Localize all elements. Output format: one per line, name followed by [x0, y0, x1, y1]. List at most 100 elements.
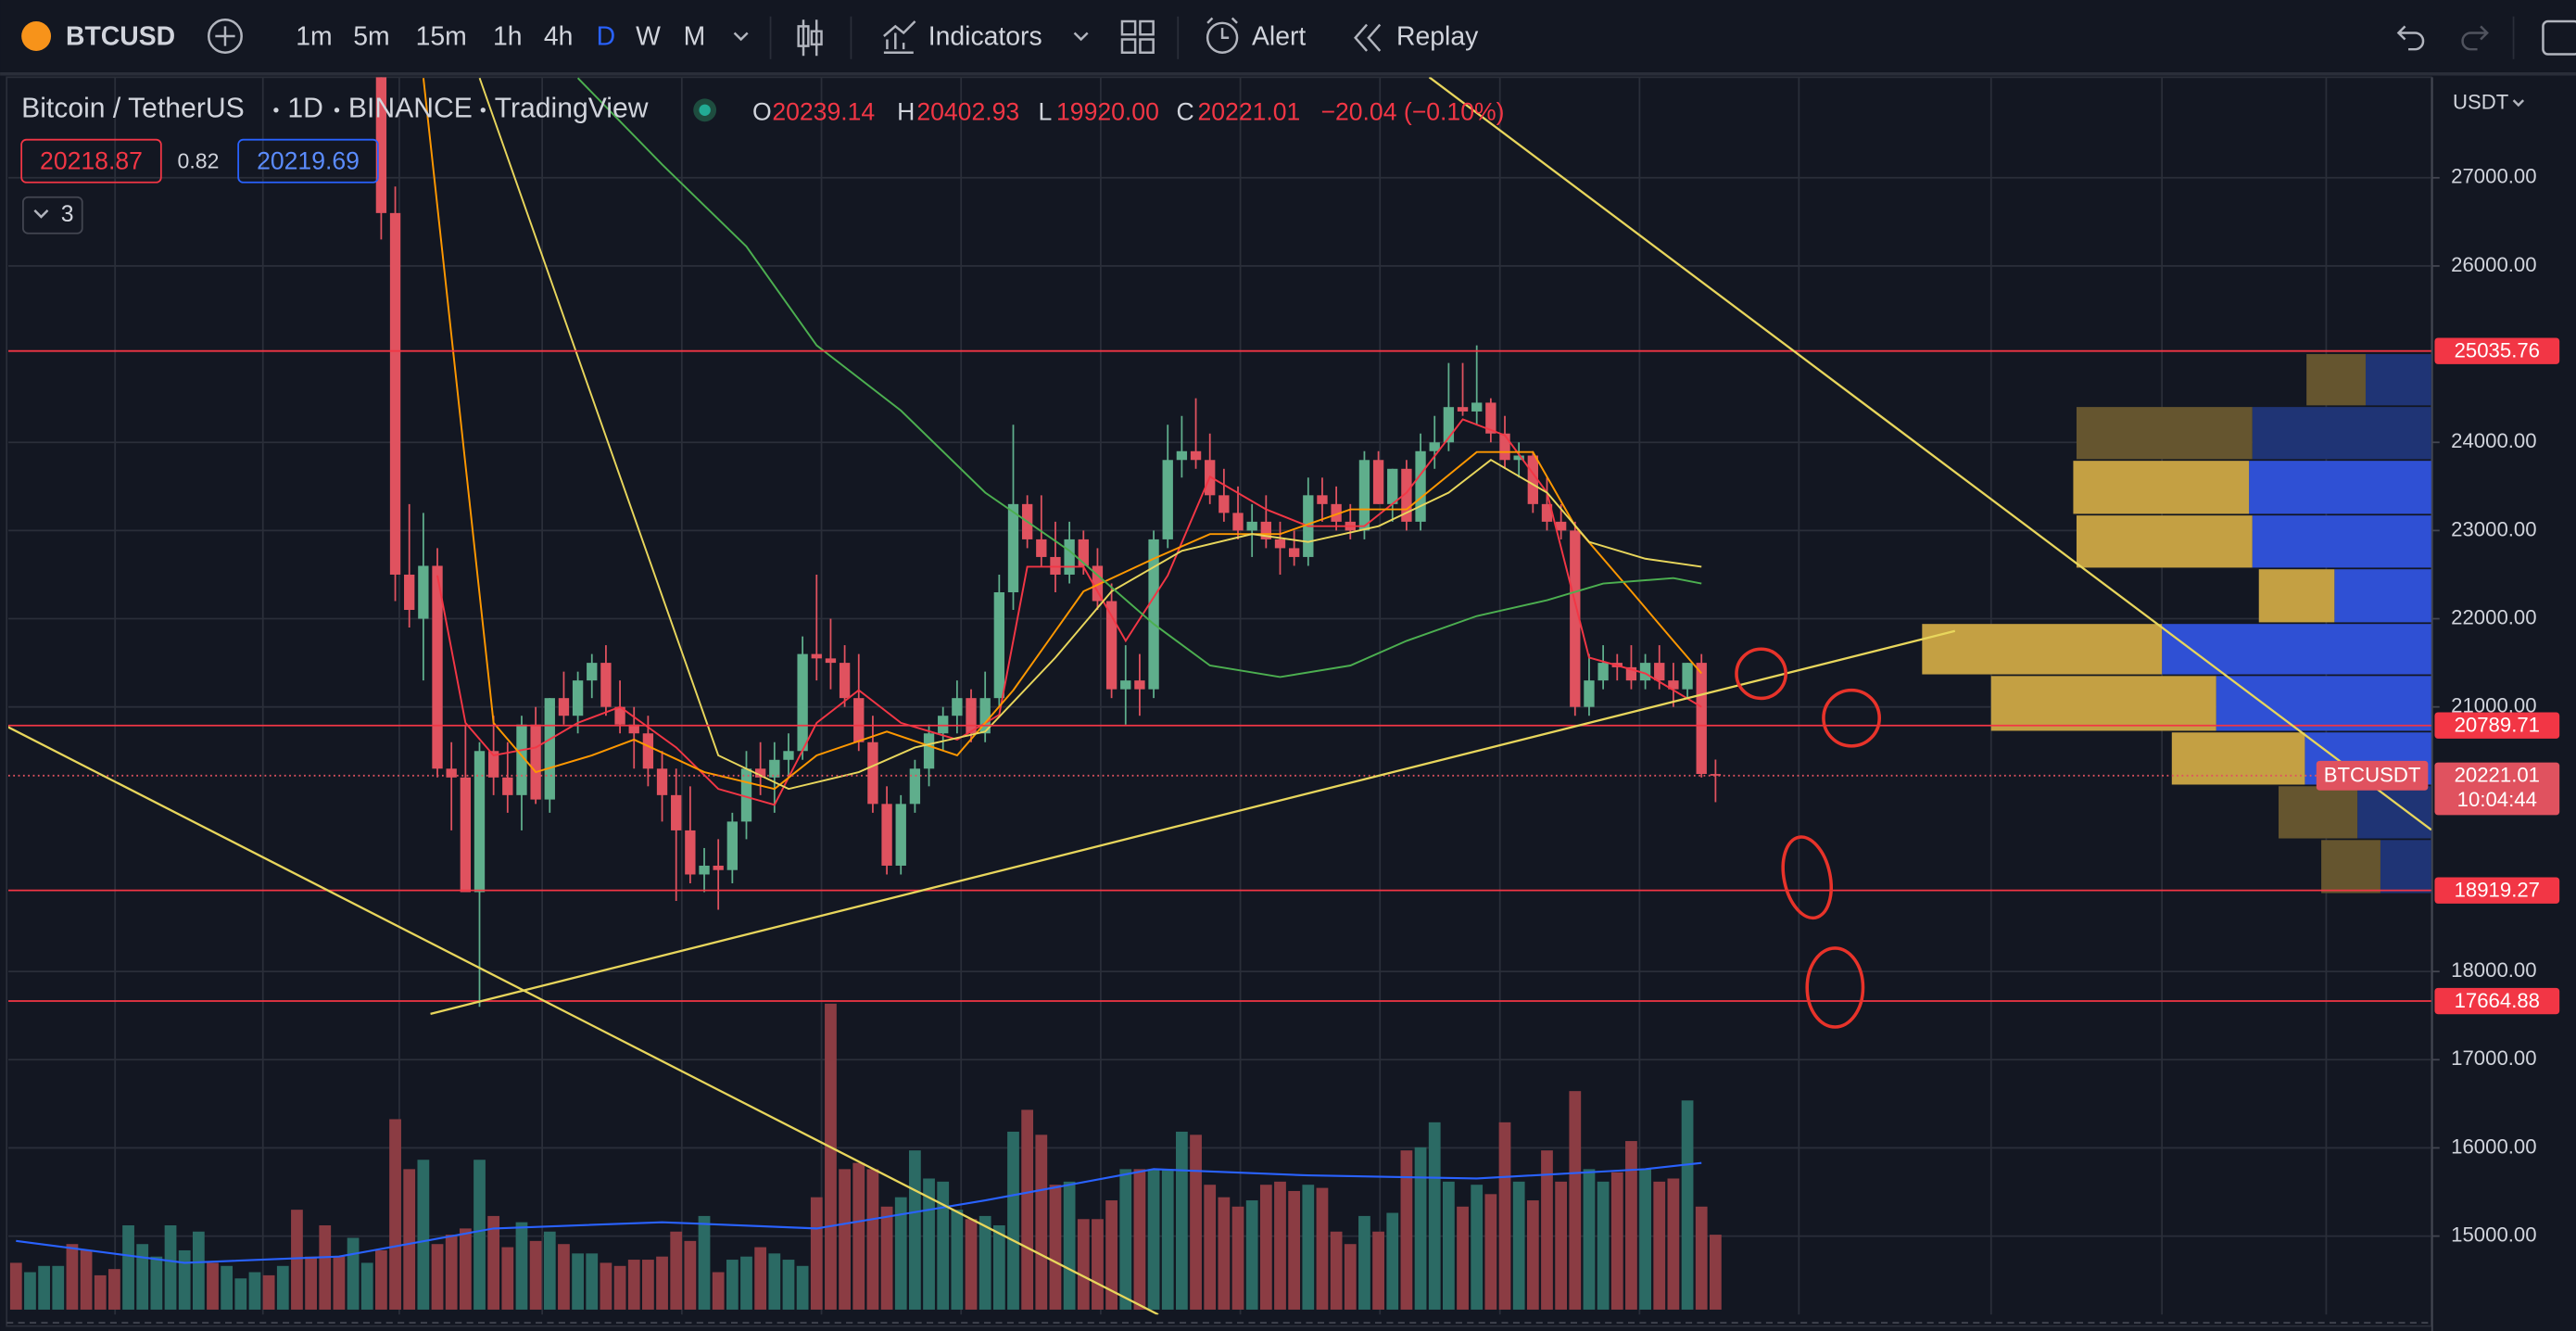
y-tick-label: 24000.00	[2451, 429, 2536, 452]
ask-price[interactable]: 20219.69	[257, 147, 360, 175]
volume-bar	[80, 1249, 93, 1310]
candle-body	[1668, 680, 1679, 690]
candle-body	[1134, 680, 1145, 690]
interval[interactable]: 1m	[296, 21, 332, 51]
interval[interactable]: M	[684, 21, 706, 51]
candle-body	[446, 768, 457, 778]
volume-bar	[1471, 1185, 1484, 1310]
y-tick-label: 17000.00	[2451, 1046, 2536, 1070]
y-tick-label: 15000.00	[2451, 1223, 2536, 1246]
interval[interactable]: 1h	[493, 21, 523, 51]
candle-body	[783, 751, 794, 760]
trend-line[interactable]	[430, 629, 1956, 1015]
volume-bar	[459, 1228, 472, 1310]
bid-price[interactable]: 20218.87	[40, 147, 143, 175]
volume-bar	[474, 1160, 486, 1310]
interval[interactable]: W	[636, 21, 661, 51]
legend-dot	[334, 108, 340, 113]
volume-bar	[712, 1272, 725, 1310]
redo-button[interactable]	[2461, 25, 2489, 51]
volume-bar	[1161, 1169, 1174, 1310]
candle-body	[1513, 455, 1524, 461]
volume-bar	[122, 1225, 134, 1310]
volume-bar	[178, 1249, 191, 1310]
circle-drawing[interactable]	[1735, 647, 1787, 701]
interval-menu[interactable]	[733, 32, 749, 42]
volume-bar	[1274, 1181, 1286, 1310]
alert-icon[interactable]	[1206, 21, 1239, 54]
price-level-label: 25035.76	[2455, 338, 2540, 361]
candle-body	[1190, 450, 1202, 461]
replay-button[interactable]: Replay	[1396, 21, 1479, 51]
trend-line[interactable]	[0, 723, 1159, 1315]
symbol-icon[interactable]	[21, 21, 52, 51]
ellipse-drawing[interactable]	[1776, 832, 1838, 922]
volume-bar	[333, 1256, 346, 1310]
close-label: C	[1176, 97, 1193, 125]
candle-body	[389, 212, 401, 575]
moving-average-line	[576, 77, 1702, 678]
volume-bar	[1231, 1206, 1244, 1310]
chart-type-button[interactable]	[797, 19, 823, 57]
interval[interactable]: 15m	[416, 21, 467, 51]
candle-body	[1036, 539, 1047, 557]
price-level-label: 17664.88	[2455, 989, 2540, 1012]
high-value: 20402.93	[916, 97, 1019, 125]
volume-bar	[1667, 1178, 1680, 1310]
volume-bar	[740, 1256, 752, 1310]
currency-label[interactable]: USDT	[2453, 91, 2509, 114]
candle-body	[516, 724, 527, 795]
symbol-tag	[2316, 760, 2429, 791]
volume-bar	[403, 1169, 416, 1310]
currency-menu[interactable]	[2512, 99, 2525, 108]
price-level-tag	[2434, 337, 2560, 364]
replay-icon[interactable]	[1354, 23, 1382, 52]
compare-button[interactable]	[208, 19, 243, 54]
trend-line[interactable]	[1428, 77, 2431, 831]
interval-active[interactable]: D	[597, 21, 615, 51]
fullscreen-button[interactable]	[2542, 19, 2576, 56]
interval[interactable]: 5m	[353, 21, 389, 51]
volume-bar	[1555, 1181, 1568, 1310]
undo-button[interactable]	[2396, 25, 2425, 51]
y-tick-label: 26000.00	[2451, 253, 2536, 276]
indicators-menu[interactable]	[1073, 32, 1089, 42]
volume-bar	[894, 1197, 907, 1310]
volume-bar	[543, 1231, 556, 1310]
volume-bar	[1218, 1197, 1231, 1310]
indicators-button[interactable]: Indicators	[928, 21, 1042, 51]
indicators-icon[interactable]	[883, 20, 916, 54]
volume-bar	[782, 1260, 795, 1310]
alert-button[interactable]: Alert	[1252, 21, 1306, 51]
symbol[interactable]: BTCUSD	[66, 21, 175, 51]
interval[interactable]: 4h	[544, 21, 574, 51]
volume-bar	[1583, 1169, 1596, 1310]
legend-dot	[273, 108, 279, 113]
volume-bar	[360, 1262, 373, 1310]
volume-bar	[754, 1247, 767, 1310]
layouts-button[interactable]	[1120, 19, 1155, 54]
volume-bar	[1653, 1181, 1666, 1310]
indicators-toggle[interactable]	[22, 196, 83, 235]
candle-body	[1317, 495, 1328, 504]
candle-body	[1078, 539, 1089, 566]
ask-box[interactable]	[237, 138, 379, 184]
circle-drawing[interactable]	[1822, 688, 1881, 748]
candle-body	[1246, 521, 1257, 531]
volume-bar	[586, 1253, 599, 1310]
volume-bar	[1330, 1231, 1343, 1310]
bid-box[interactable]	[20, 138, 162, 184]
candle-body	[1232, 513, 1244, 531]
y-tick-label: 16000.00	[2451, 1135, 2536, 1158]
candle-body	[1120, 680, 1131, 690]
volume-bar	[248, 1272, 261, 1310]
candle-body	[993, 591, 1005, 699]
candle-body	[460, 777, 472, 893]
candle-body	[923, 733, 935, 769]
candle-body	[1050, 556, 1061, 575]
open-value: 20239.14	[772, 97, 875, 125]
ellipse-drawing[interactable]	[1805, 946, 1865, 1029]
volume-bar	[207, 1262, 219, 1310]
price-level-tag	[2434, 712, 2560, 739]
